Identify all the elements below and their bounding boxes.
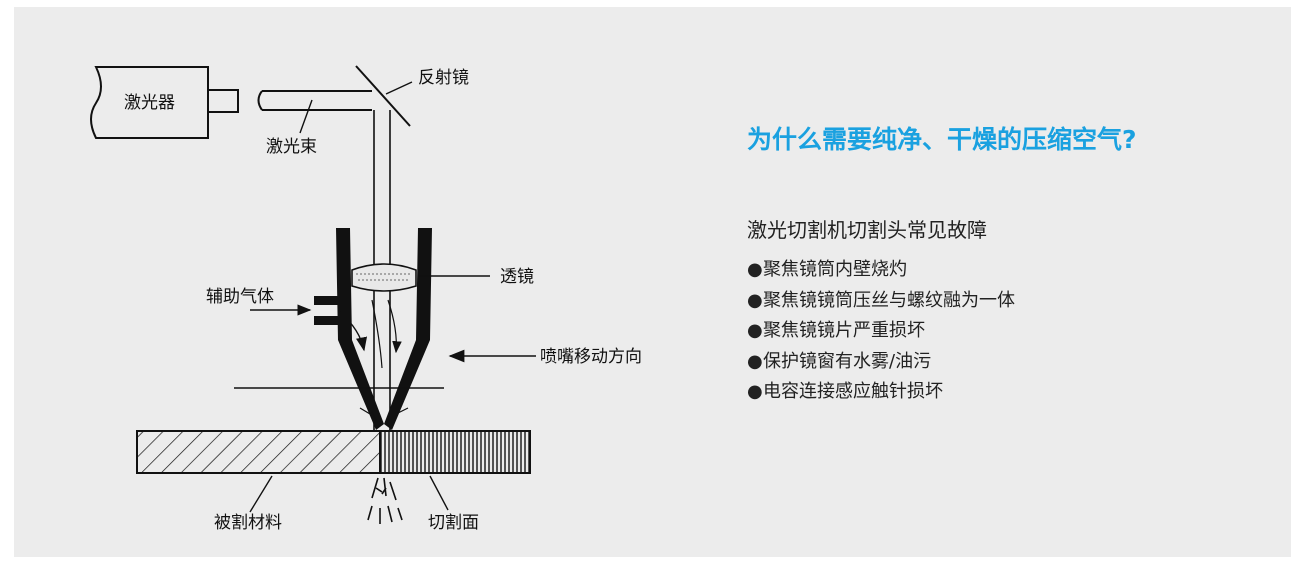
list-item-text: 聚焦镜镜筒压丝与螺纹融为一体 xyxy=(763,290,1015,311)
assist-gas-label: 辅助气体 xyxy=(206,287,274,307)
lens xyxy=(352,264,416,291)
mirror xyxy=(356,66,412,126)
material-label: 被割材料 xyxy=(214,513,282,533)
bullet-icon: ● xyxy=(747,286,763,317)
beam-leader xyxy=(300,100,312,133)
direction-label: 喷嘴移动方向 xyxy=(540,347,642,367)
list-item-text: 保护镜窗有水雾/油污 xyxy=(763,351,931,372)
ejecta xyxy=(368,478,402,524)
list-item-text: 聚焦镜镜片严重损坏 xyxy=(763,320,925,341)
list-item: ●聚焦镜筒内壁烧灼 xyxy=(747,255,1015,286)
cut-surface-label: 切割面 xyxy=(428,513,479,533)
nozzle xyxy=(336,228,432,430)
laser-label: 激光器 xyxy=(124,93,175,113)
list-item: ●聚焦镜镜筒压丝与螺纹融为一体 xyxy=(747,286,1015,317)
page-title: 为什么需要纯净、干燥的压缩空气? xyxy=(747,120,1137,156)
mirror-label: 反射镜 xyxy=(418,68,469,88)
list-item-text: 电容连接感应触针损坏 xyxy=(763,381,943,402)
fault-list: ●聚焦镜筒内壁烧灼 ●聚焦镜镜筒压丝与螺纹融为一体 ●聚焦镜镜片严重损坏 ●保护… xyxy=(747,255,1015,408)
bullet-icon: ● xyxy=(747,255,763,286)
beam-label: 激光束 xyxy=(266,137,317,157)
subtitle: 激光切割机切割头常见故障 xyxy=(747,214,987,243)
bullet-icon: ● xyxy=(747,316,763,347)
cut-surface-leader xyxy=(430,476,448,510)
list-item: ●电容连接感应触针损坏 xyxy=(747,377,1015,408)
workpiece xyxy=(137,431,530,473)
bullet-icon: ● xyxy=(747,347,763,378)
list-item: ●聚焦镜镜片严重损坏 xyxy=(747,316,1015,347)
list-item: ●保护镜窗有水雾/油污 xyxy=(747,347,1015,378)
lens-label: 透镜 xyxy=(500,267,534,287)
laser-cutting-diagram: 激光器 激光束 反射镜 透镜 辅助气体 喷嘴移动方向 xyxy=(0,0,700,564)
cut-sparks xyxy=(360,408,408,420)
material-leader xyxy=(250,476,272,512)
bullet-icon: ● xyxy=(747,377,763,408)
list-item-text: 聚焦镜筒内壁烧灼 xyxy=(763,259,907,280)
